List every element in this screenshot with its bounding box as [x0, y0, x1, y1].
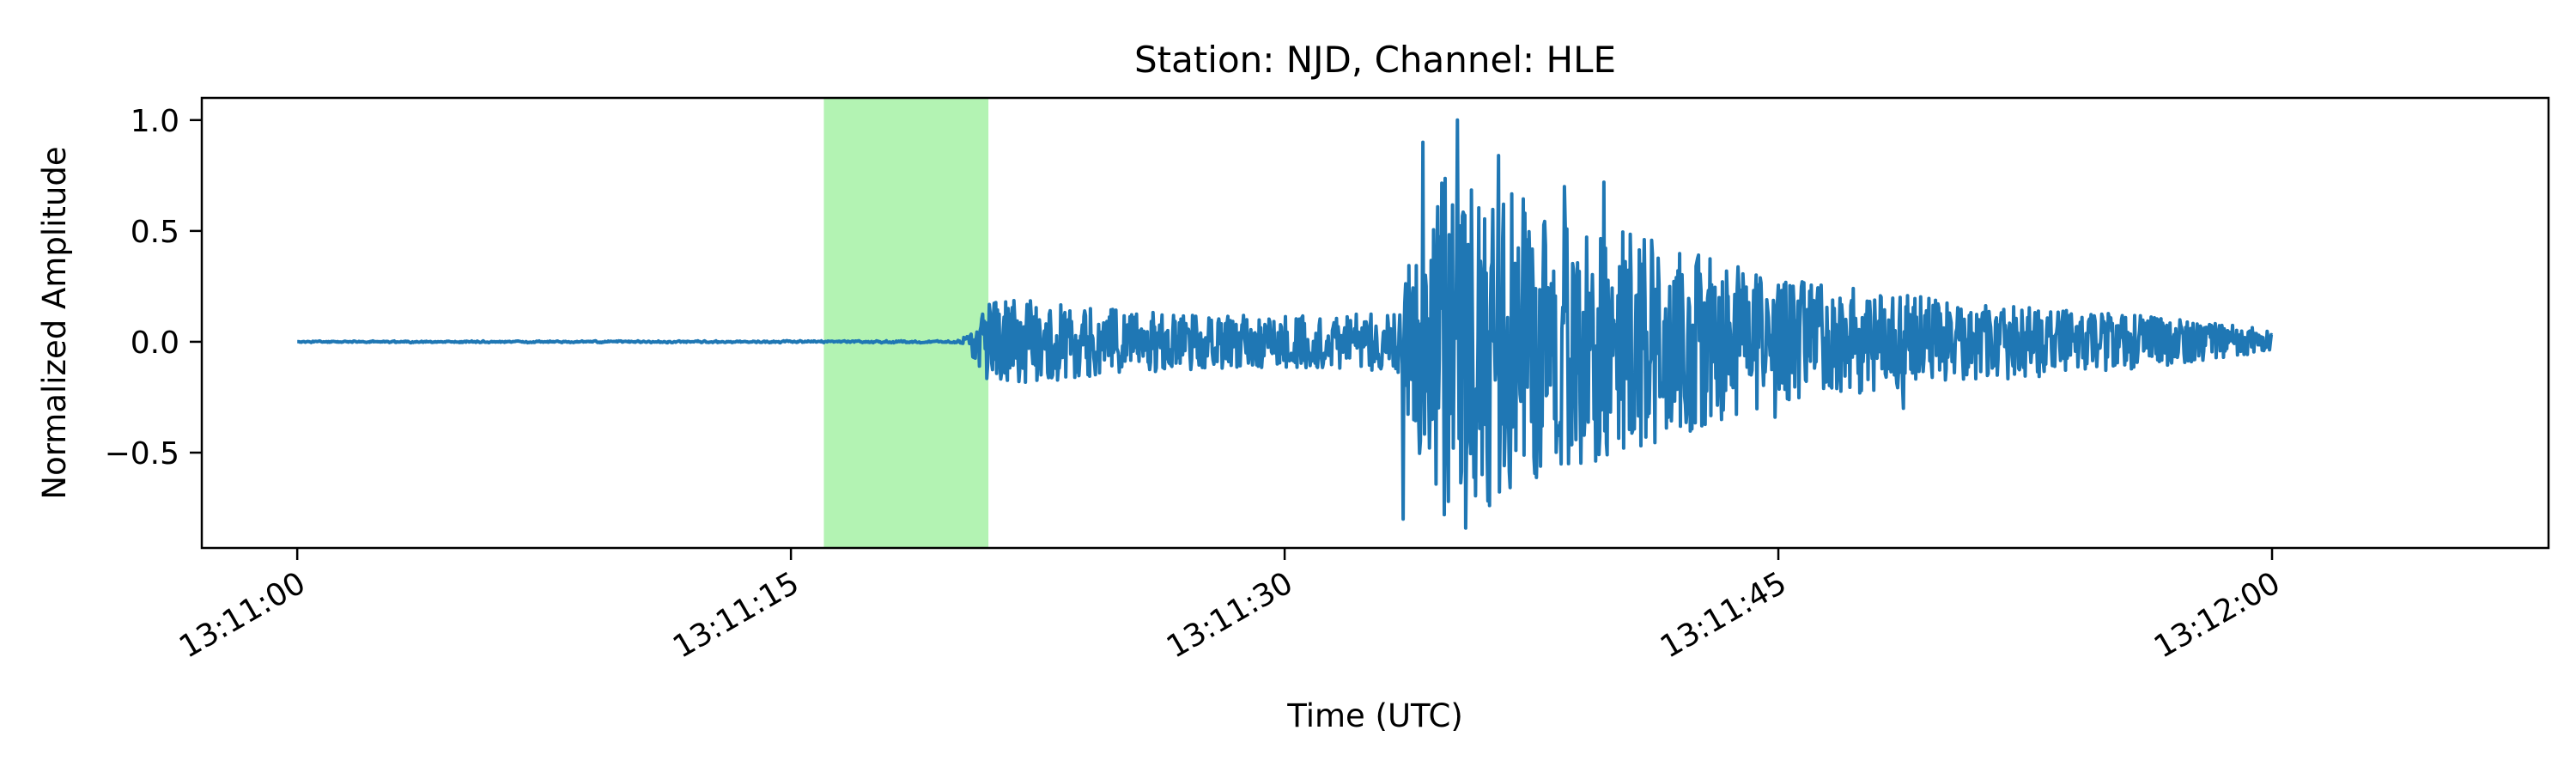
y-tick-label: −0.5 — [105, 436, 179, 472]
y-axis-label: Normalized Amplitude — [36, 146, 73, 499]
waveform-line — [296, 118, 2274, 530]
chart-title: Station: NJD, Channel: HLE — [1134, 39, 1616, 81]
y-tick-label: 1.0 — [131, 104, 179, 139]
y-axis: 1.0 0.5 0.0 −0.5 — [105, 104, 202, 472]
y-tick-label: 0.0 — [131, 326, 179, 361]
y-tick-label: 0.5 — [131, 215, 179, 250]
x-axis-label: Time (UTC) — [1286, 697, 1463, 734]
plot-frame — [200, 96, 2550, 550]
highlight-span — [823, 98, 989, 548]
